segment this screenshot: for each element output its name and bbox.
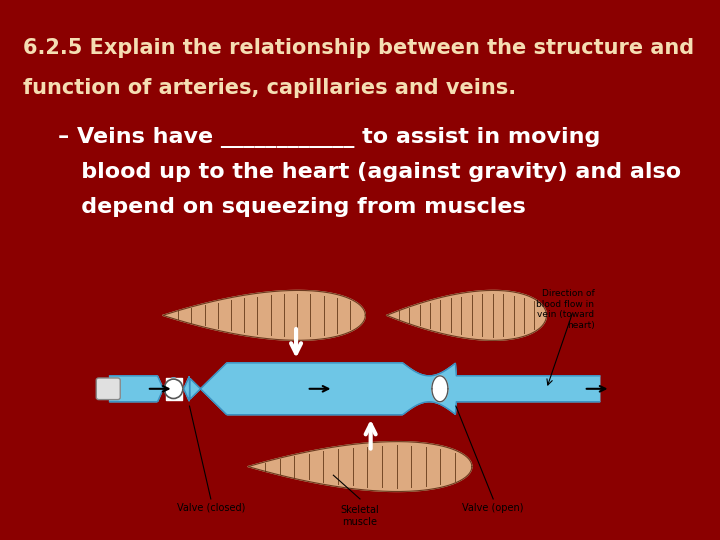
Text: Valve (closed): Valve (closed) — [176, 503, 245, 512]
Text: Valve (open): Valve (open) — [462, 503, 524, 512]
Text: Direction of
blood flow in
vein (toward
heart): Direction of blood flow in vein (toward … — [536, 289, 595, 329]
Text: blood up to the heart (against gravity) and also: blood up to the heart (against gravity) … — [58, 162, 682, 182]
Text: depend on squeezing from muscles: depend on squeezing from muscles — [58, 197, 526, 217]
Polygon shape — [163, 291, 365, 340]
Text: 6.2.5 Explain the relationship between the structure and: 6.2.5 Explain the relationship between t… — [23, 38, 695, 58]
FancyBboxPatch shape — [96, 378, 120, 400]
Polygon shape — [248, 442, 472, 491]
Polygon shape — [387, 291, 546, 340]
Polygon shape — [109, 363, 600, 415]
Text: – Veins have ____________ to assist in moving: – Veins have ____________ to assist in m… — [58, 127, 600, 148]
Polygon shape — [432, 376, 448, 389]
Text: function of arteries, capillaries and veins.: function of arteries, capillaries and ve… — [23, 78, 516, 98]
Polygon shape — [432, 389, 448, 402]
Text: Skeletal
muscle: Skeletal muscle — [341, 505, 379, 527]
